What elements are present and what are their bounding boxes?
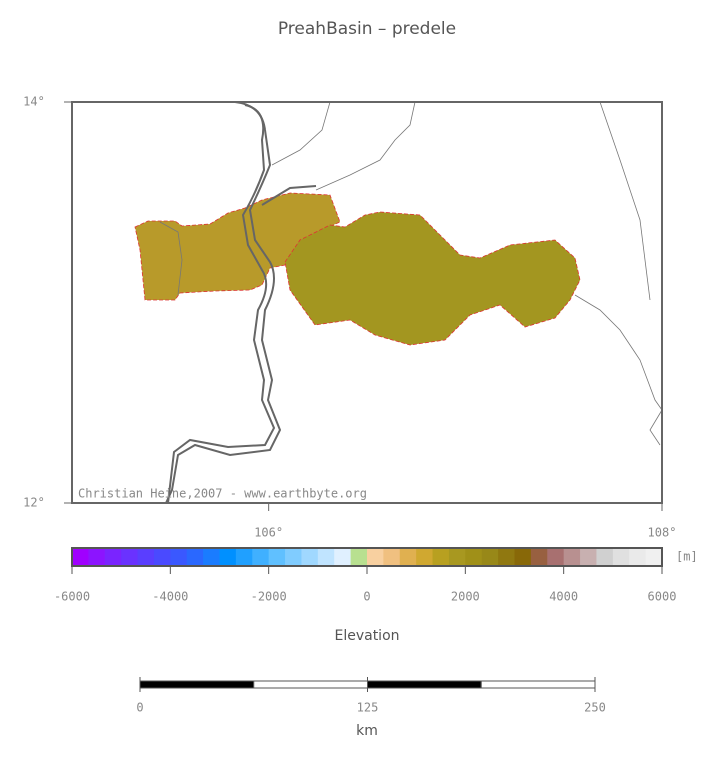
colorbar-swatch xyxy=(367,548,384,566)
y-tick-label: 12° xyxy=(23,496,45,510)
colorbar-swatch xyxy=(301,548,319,566)
scalebar-segment xyxy=(480,680,596,689)
colorbar-swatch xyxy=(563,548,581,566)
x-tick-label: 106° xyxy=(254,526,283,540)
colorbar-swatch xyxy=(170,548,188,566)
scalebar-tick-label: 250 xyxy=(584,701,606,715)
colorbar-swatch xyxy=(252,548,270,566)
colorbar-swatch xyxy=(317,548,335,566)
map-area: Christian Heine,2007 - www.earthbyte.org xyxy=(71,101,663,504)
colorbar-swatch xyxy=(137,548,155,566)
colorbar-swatch xyxy=(219,548,237,566)
colorbar-tick-label: 0 xyxy=(363,590,370,604)
colorbar-swatch xyxy=(104,548,122,566)
colorbar-swatch xyxy=(498,548,515,566)
colorbar-swatch xyxy=(465,548,483,566)
map-frame xyxy=(71,101,663,504)
colorbar-swatch xyxy=(416,548,434,566)
colorbar-tick-label: -4000 xyxy=(152,590,188,604)
colorbar-swatch xyxy=(285,548,302,566)
colorbar-swatch xyxy=(72,548,89,566)
rivers xyxy=(165,101,317,504)
scalebar-tick-label: 0 xyxy=(136,701,143,715)
colorbar-swatch xyxy=(547,548,565,566)
colorbar-tick-label: 6000 xyxy=(648,590,677,604)
colorbar-swatch xyxy=(580,548,597,566)
credit: Christian Heine,2007 - www.earthbyte.org xyxy=(78,487,367,501)
colorbar-swatch xyxy=(268,548,286,566)
scalebar-tick-label: 125 xyxy=(357,701,379,715)
colorbar-tick-label: -6000 xyxy=(54,590,90,604)
colorbar-swatch xyxy=(481,548,499,566)
colorbar-tick-label: 2000 xyxy=(451,590,480,604)
colorbar-swatch xyxy=(153,548,171,566)
colorbar-tick-label: -2000 xyxy=(251,590,287,604)
colorbar-swatch xyxy=(334,548,352,566)
colorbar-swatch xyxy=(186,548,204,566)
scalebar-segment xyxy=(139,680,255,689)
colorbar-swatch xyxy=(448,548,466,566)
colorbar-swatch xyxy=(203,548,220,566)
stream xyxy=(159,221,183,296)
colorbar-swatch xyxy=(88,548,106,566)
river xyxy=(261,185,317,206)
stream xyxy=(599,101,651,301)
title: PreahBasin – predele xyxy=(278,19,456,39)
colorbar-swatch xyxy=(121,548,139,566)
colorbar-swatch xyxy=(514,548,532,566)
stream xyxy=(574,294,663,411)
colorbar-swatch xyxy=(645,548,663,566)
colorbar-tick-label: 4000 xyxy=(549,590,578,604)
colorbar-swatch xyxy=(530,548,548,566)
stream xyxy=(649,409,663,446)
colorbar-swatch xyxy=(596,548,614,566)
colorbar-swatch xyxy=(399,548,417,566)
river xyxy=(167,104,276,504)
stream xyxy=(271,101,331,166)
colorbar-swatch xyxy=(235,548,253,566)
scalebar-label: km xyxy=(356,723,378,739)
basin-region xyxy=(284,211,581,346)
x-tick-label: 108° xyxy=(648,526,677,540)
colorbar-swatch xyxy=(350,548,368,566)
colorbar-swatch xyxy=(432,548,450,566)
colorbar-label: Elevation xyxy=(334,628,399,644)
colorbar-unit: [m] xyxy=(676,550,698,564)
stream xyxy=(315,101,416,191)
scalebar-segment xyxy=(367,680,482,689)
scalebar-segment xyxy=(253,680,368,689)
y-tick-label: 14° xyxy=(23,95,45,109)
streams xyxy=(159,101,663,446)
colorbar-swatch xyxy=(612,548,630,566)
colorbar-swatch xyxy=(383,548,401,566)
colorbar-swatch xyxy=(629,548,647,566)
